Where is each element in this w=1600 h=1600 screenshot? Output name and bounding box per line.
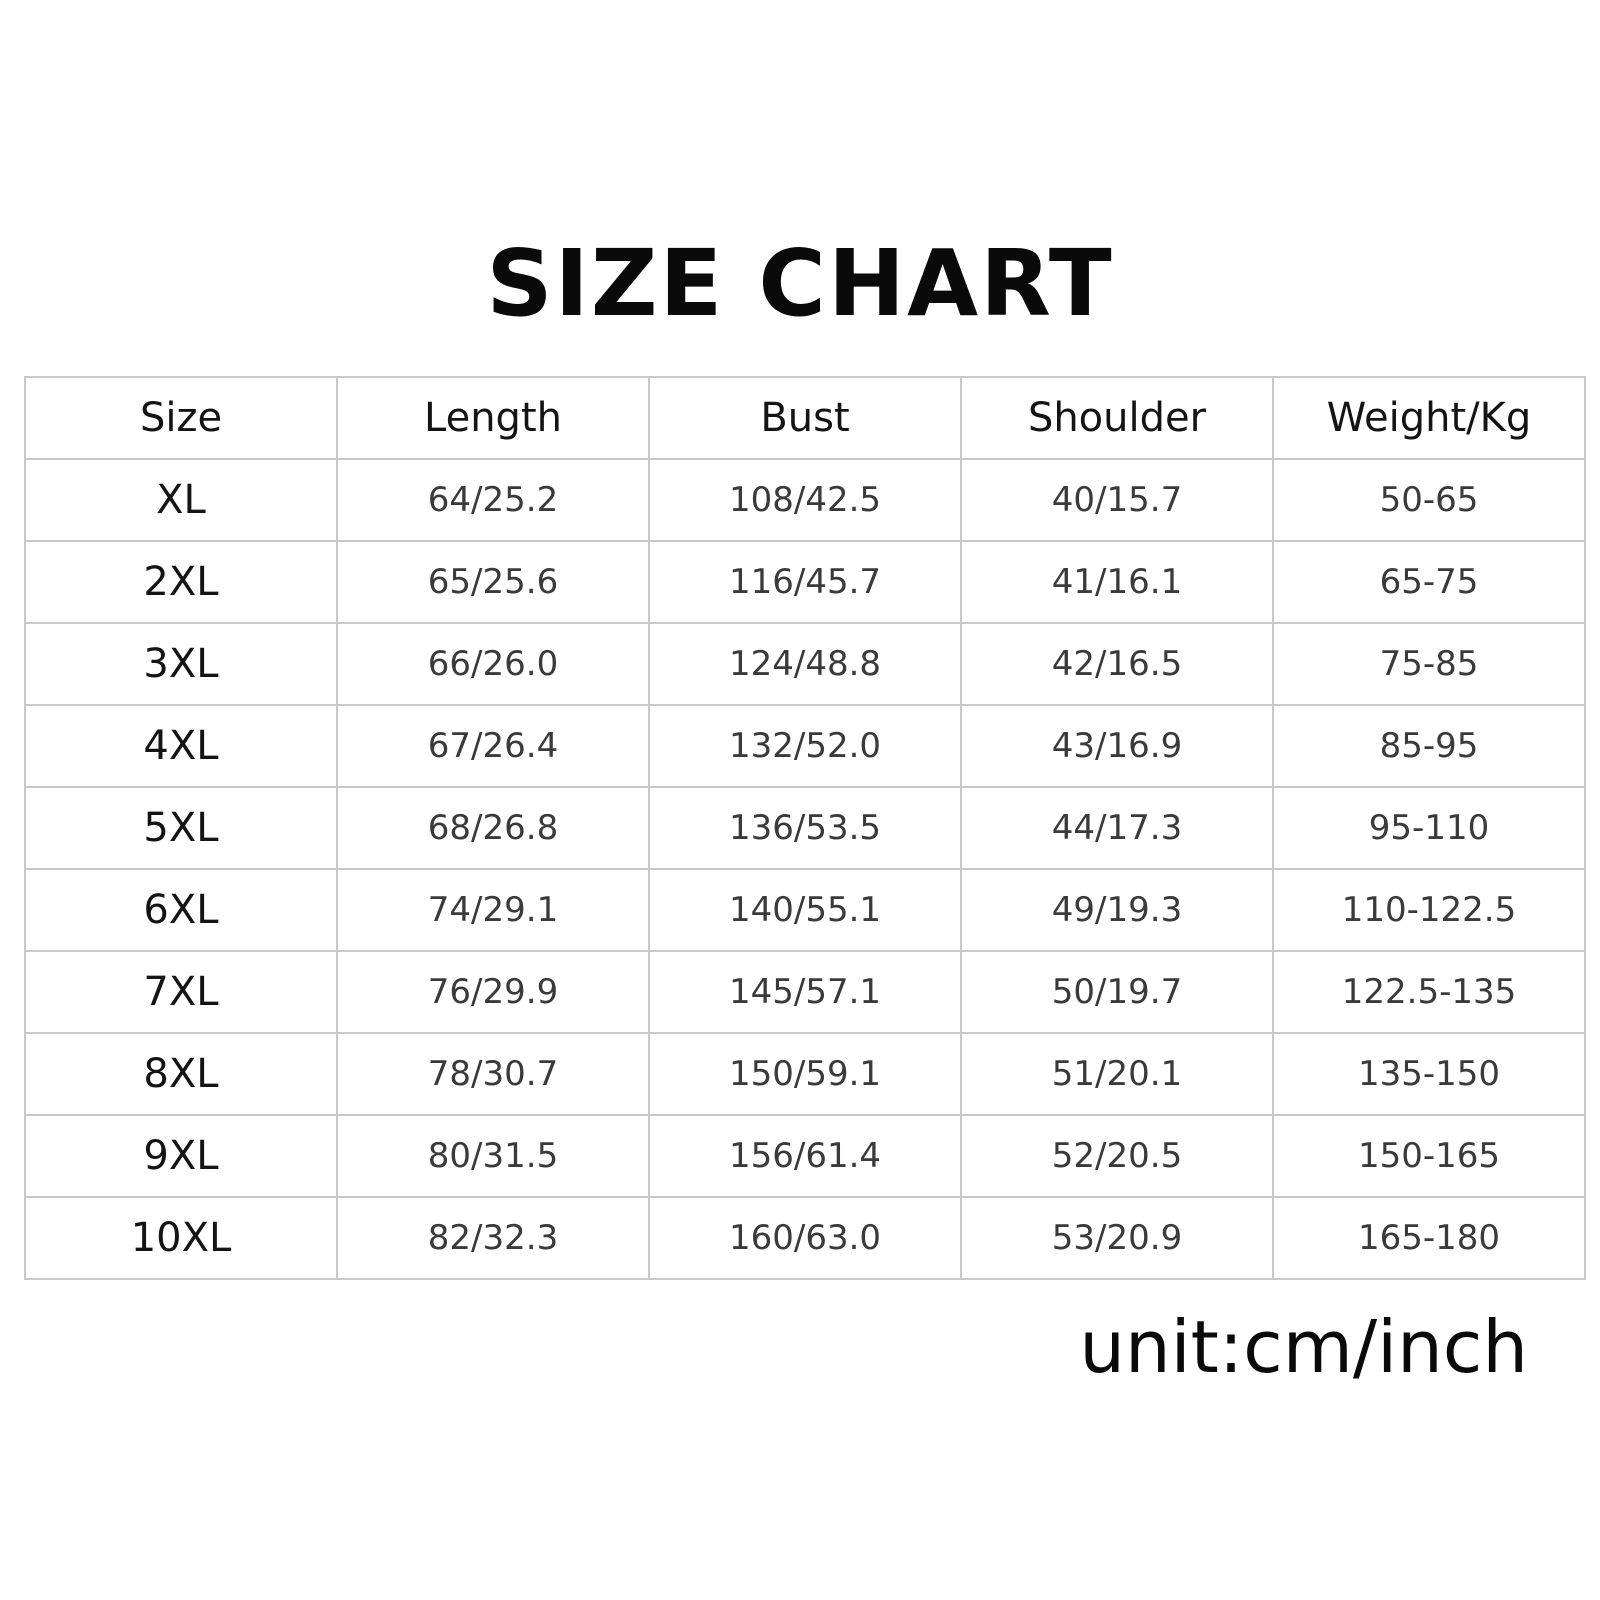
weight-cell: 85-95 [1272, 704, 1586, 788]
size-cell: XL [24, 458, 338, 542]
table-header-row: Size Length Bust Shoulder Weight/Kg [24, 376, 1586, 460]
size-cell: 6XL [24, 868, 338, 952]
bust-cell: 132/52.0 [648, 704, 962, 788]
header-length: Length [336, 376, 650, 460]
bust-cell: 160/63.0 [648, 1196, 962, 1280]
weight-cell: 65-75 [1272, 540, 1586, 624]
weight-cell: 150-165 [1272, 1114, 1586, 1198]
table-row: 10XL 82/32.3 160/63.0 53/20.9 165-180 [24, 1196, 1586, 1280]
header-shoulder: Shoulder [960, 376, 1274, 460]
size-cell: 9XL [24, 1114, 338, 1198]
weight-cell: 95-110 [1272, 786, 1586, 870]
weight-cell: 75-85 [1272, 622, 1586, 706]
weight-cell: 122.5-135 [1272, 950, 1586, 1034]
size-cell: 5XL [24, 786, 338, 870]
table-row: 5XL 68/26.8 136/53.5 44/17.3 95-110 [24, 786, 1586, 870]
table-row: 2XL 65/25.6 116/45.7 41/16.1 65-75 [24, 540, 1586, 624]
bust-cell: 116/45.7 [648, 540, 962, 624]
size-cell: 2XL [24, 540, 338, 624]
page-title: SIZE CHART [486, 230, 1114, 337]
table-row: XL 64/25.2 108/42.5 40/15.7 50-65 [24, 458, 1586, 542]
weight-cell: 135-150 [1272, 1032, 1586, 1116]
length-cell: 65/25.6 [336, 540, 650, 624]
weight-cell: 50-65 [1272, 458, 1586, 542]
table-row: 9XL 80/31.5 156/61.4 52/20.5 150-165 [24, 1114, 1586, 1198]
header-bust: Bust [648, 376, 962, 460]
table-row: 6XL 74/29.1 140/55.1 49/19.3 110-122.5 [24, 868, 1586, 952]
length-cell: 76/29.9 [336, 950, 650, 1034]
table-row: 7XL 76/29.9 145/57.1 50/19.7 122.5-135 [24, 950, 1586, 1034]
shoulder-cell: 42/16.5 [960, 622, 1274, 706]
length-cell: 74/29.1 [336, 868, 650, 952]
size-cell: 8XL [24, 1032, 338, 1116]
length-cell: 82/32.3 [336, 1196, 650, 1280]
size-cell: 4XL [24, 704, 338, 788]
shoulder-cell: 49/19.3 [960, 868, 1274, 952]
shoulder-cell: 52/20.5 [960, 1114, 1274, 1198]
bust-cell: 150/59.1 [648, 1032, 962, 1116]
length-cell: 68/26.8 [336, 786, 650, 870]
shoulder-cell: 41/16.1 [960, 540, 1274, 624]
bust-cell: 136/53.5 [648, 786, 962, 870]
shoulder-cell: 44/17.3 [960, 786, 1274, 870]
shoulder-cell: 53/20.9 [960, 1196, 1274, 1280]
size-cell: 3XL [24, 622, 338, 706]
table-row: 4XL 67/26.4 132/52.0 43/16.9 85-95 [24, 704, 1586, 788]
bust-cell: 140/55.1 [648, 868, 962, 952]
size-cell: 7XL [24, 950, 338, 1034]
weight-cell: 165-180 [1272, 1196, 1586, 1280]
shoulder-cell: 43/16.9 [960, 704, 1274, 788]
weight-cell: 110-122.5 [1272, 868, 1586, 952]
bust-cell: 145/57.1 [648, 950, 962, 1034]
length-cell: 67/26.4 [336, 704, 650, 788]
length-cell: 66/26.0 [336, 622, 650, 706]
bust-cell: 156/61.4 [648, 1114, 962, 1198]
header-weight: Weight/Kg [1272, 376, 1586, 460]
length-cell: 78/30.7 [336, 1032, 650, 1116]
table-row: 3XL 66/26.0 124/48.8 42/16.5 75-85 [24, 622, 1586, 706]
length-cell: 80/31.5 [336, 1114, 650, 1198]
bust-cell: 108/42.5 [648, 458, 962, 542]
size-cell: 10XL [24, 1196, 338, 1280]
length-cell: 64/25.2 [336, 458, 650, 542]
table-row: 8XL 78/30.7 150/59.1 51/20.1 135-150 [24, 1032, 1586, 1116]
unit-note: unit:cm/inch [1079, 1305, 1528, 1389]
shoulder-cell: 50/19.7 [960, 950, 1274, 1034]
header-size: Size [24, 376, 338, 460]
bust-cell: 124/48.8 [648, 622, 962, 706]
size-table: Size Length Bust Shoulder Weight/Kg XL 6… [24, 376, 1586, 1280]
shoulder-cell: 51/20.1 [960, 1032, 1274, 1116]
shoulder-cell: 40/15.7 [960, 458, 1274, 542]
size-table-container: Size Length Bust Shoulder Weight/Kg XL 6… [24, 376, 1586, 1280]
